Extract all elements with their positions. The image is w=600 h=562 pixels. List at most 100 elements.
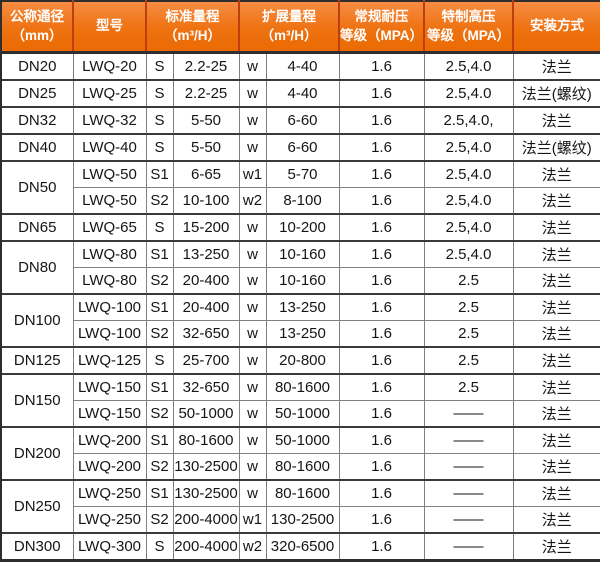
- cell-std-range: 2.2-25: [172, 51, 240, 81]
- cell-normal-pressure: 1.6: [338, 426, 425, 454]
- table-row: DN32 LWQ-32 S 5-50 w 6-60 1.6 2.5,4.0, 法…: [0, 106, 600, 135]
- cell-ext-grade: w: [238, 213, 267, 242]
- cell-ext-range: 13-250: [265, 320, 340, 348]
- cell-ext-range: 6-60: [265, 106, 340, 135]
- cell-ext-grade: w: [238, 133, 267, 162]
- cell-std-range: 32-650: [172, 373, 240, 401]
- cell-ext-grade: w: [238, 293, 267, 321]
- cell-std-range: 50-1000: [172, 400, 240, 428]
- cell-model: LWQ-20: [72, 51, 147, 81]
- header-std-range: 标准量程 （m³/H）: [145, 0, 240, 54]
- cell-model: LWQ-150: [72, 373, 147, 401]
- cell-dn: DN50: [0, 160, 74, 215]
- cell-normal-pressure: 1.6: [338, 187, 425, 215]
- cell-ext-range: 6-60: [265, 133, 340, 162]
- cell-install: 法兰: [512, 267, 600, 295]
- table-row: DN200 LWQ-200 S1 80-1600 w 50-1000 1.6 —…: [0, 426, 600, 481]
- cell-high-pressure: 2.5,4.0: [423, 160, 514, 188]
- cell-ext-grade: w: [238, 240, 267, 268]
- table-row: DN150 LWQ-150 S1 32-650 w 80-1600 1.6 2.…: [0, 373, 600, 428]
- cell-ext-range: 320-6500: [265, 532, 340, 562]
- cell-std-range: 32-650: [172, 320, 240, 348]
- cell-install: 法兰: [512, 240, 600, 268]
- cell-std-range: 200-4000: [172, 506, 240, 534]
- cell-ext-grade: w: [238, 373, 267, 401]
- cell-ext-range: 10-160: [265, 267, 340, 295]
- cell-dn: DN250: [0, 479, 74, 534]
- cell-std-grade: S1: [145, 293, 174, 321]
- cell-ext-grade: w: [238, 51, 267, 81]
- header-ext-range-line1: 扩展量程: [262, 9, 316, 25]
- cell-ext-grade: w: [238, 426, 267, 454]
- cell-model: LWQ-100: [72, 320, 147, 348]
- header-installation: 安装方式: [512, 0, 600, 54]
- cell-model: LWQ-200: [72, 426, 147, 454]
- table-row: LWQ-100 S2 32-650 w 13-250 1.6 2.5 法兰: [1, 320, 600, 348]
- cell-std-range: 2.2-25: [172, 79, 240, 108]
- cell-normal-pressure: 1.6: [338, 453, 425, 481]
- cell-normal-pressure: 1.6: [338, 79, 425, 108]
- cell-model: LWQ-32: [72, 106, 147, 135]
- cell-std-range: 25-700: [172, 346, 240, 375]
- table-row: DN50 LWQ-50 S1 6-65 w1 5-70 1.6 2.5,4.0 …: [0, 160, 600, 215]
- cell-high-pressure: ——: [423, 479, 514, 507]
- cell-normal-pressure: 1.6: [338, 133, 425, 162]
- header-high-pressure-line1: 特制高压: [441, 9, 496, 25]
- cell-ext-range: 130-2500: [265, 506, 340, 534]
- cell-normal-pressure: 1.6: [338, 506, 425, 534]
- header-ext-range-line2: （m³/H）: [260, 27, 318, 43]
- cell-normal-pressure: 1.6: [338, 106, 425, 135]
- cell-ext-range: 50-1000: [265, 426, 340, 454]
- cell-std-grade: S: [145, 213, 174, 242]
- cell-model: LWQ-40: [72, 133, 147, 162]
- cell-install: 法兰(螺纹): [512, 79, 600, 108]
- cell-ext-range: 5-70: [265, 160, 340, 188]
- cell-model: LWQ-50: [72, 187, 147, 215]
- cell-std-grade: S1: [145, 426, 174, 454]
- cell-ext-grade: w: [238, 400, 267, 428]
- header-diameter-line2: （mm）: [11, 27, 63, 43]
- cell-dn: DN150: [0, 373, 74, 428]
- cell-high-pressure: ——: [423, 453, 514, 481]
- cell-std-grade: S1: [145, 240, 174, 268]
- cell-std-grade: S1: [145, 479, 174, 507]
- cell-ext-range: 13-250: [265, 293, 340, 321]
- table-row: LWQ-200 S2 130-2500 w 80-1600 1.6 —— 法兰: [1, 453, 600, 481]
- cell-std-grade: S: [145, 79, 174, 108]
- cell-ext-range: 4-40: [265, 79, 340, 108]
- header-model: 型号: [72, 0, 147, 54]
- cell-dn: DN20: [0, 51, 74, 81]
- cell-std-grade: S2: [145, 400, 174, 428]
- cell-normal-pressure: 1.6: [338, 532, 425, 562]
- cell-model: LWQ-80: [72, 240, 147, 268]
- table-row: LWQ-80 S2 20-400 w 10-160 1.6 2.5 法兰: [1, 267, 600, 295]
- cell-normal-pressure: 1.6: [338, 346, 425, 375]
- cell-high-pressure: 2.5: [423, 373, 514, 401]
- cell-std-range: 10-100: [172, 187, 240, 215]
- header-high-pressure-line2: 等级（MPA）: [427, 27, 510, 43]
- table-header: 公称通径 （mm） 型号 标准量程 （m³/H） 扩展量程 （m³/H） 常规耐…: [0, 0, 600, 54]
- header-std-range-line1: 标准量程: [165, 9, 220, 25]
- cell-ext-grade: w2: [238, 187, 267, 215]
- cell-std-grade: S: [145, 106, 174, 135]
- cell-std-grade: S2: [145, 267, 174, 295]
- table-header-row: 公称通径 （mm） 型号 标准量程 （m³/H） 扩展量程 （m³/H） 常规耐…: [0, 0, 600, 54]
- cell-dn: DN80: [0, 240, 74, 295]
- cell-ext-grade: w: [238, 79, 267, 108]
- header-normal-pressure-line2: 等级（MPA）: [340, 27, 423, 43]
- cell-ext-range: 4-40: [265, 51, 340, 81]
- cell-install: 法兰: [512, 320, 600, 348]
- cell-high-pressure: ——: [423, 532, 514, 562]
- cell-install: 法兰: [512, 293, 600, 321]
- cell-std-range: 15-200: [172, 213, 240, 242]
- cell-model: LWQ-250: [72, 479, 147, 507]
- cell-normal-pressure: 1.6: [338, 479, 425, 507]
- cell-std-range: 80-1600: [172, 426, 240, 454]
- cell-install: 法兰: [512, 187, 600, 215]
- cell-ext-grade: w: [238, 320, 267, 348]
- cell-model: LWQ-80: [72, 267, 147, 295]
- cell-install: 法兰: [512, 373, 600, 401]
- cell-std-range: 5-50: [172, 133, 240, 162]
- cell-install: 法兰: [512, 346, 600, 375]
